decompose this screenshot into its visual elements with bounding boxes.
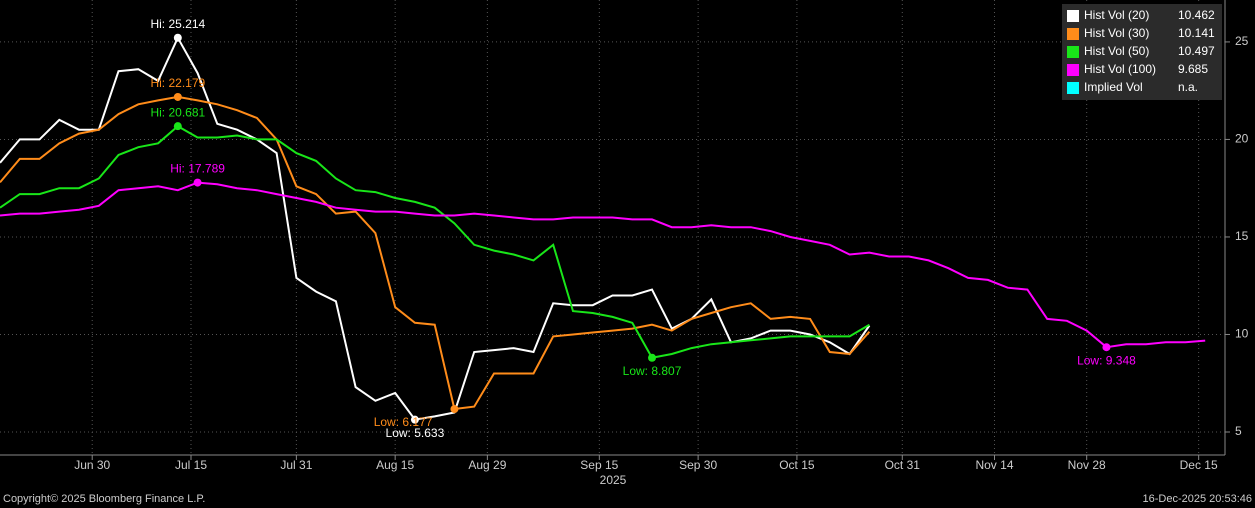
extreme-label: Low: 5.633 bbox=[386, 426, 445, 440]
legend-value: n.a. bbox=[1178, 80, 1198, 94]
x-tick-label: Oct 15 bbox=[779, 458, 815, 472]
legend-swatch bbox=[1067, 28, 1079, 40]
y-tick-label: 5 bbox=[1235, 424, 1242, 438]
x-tick-label: Sep 30 bbox=[679, 458, 717, 472]
legend-label: Hist Vol (50) bbox=[1084, 44, 1149, 58]
extreme-marker bbox=[450, 405, 459, 414]
grid bbox=[0, 0, 1225, 455]
extreme-marker bbox=[1102, 343, 1111, 352]
x-tick-label: Oct 31 bbox=[885, 458, 921, 472]
x-tick-label: Jun 30 bbox=[74, 458, 110, 472]
legend-box bbox=[1062, 4, 1222, 100]
legend-label: Hist Vol (20) bbox=[1084, 8, 1149, 22]
series-line bbox=[0, 35, 871, 421]
extreme-label: Low: 9.348 bbox=[1077, 353, 1136, 367]
extreme-marker bbox=[173, 33, 182, 42]
legend-value: 10.497 bbox=[1178, 44, 1215, 58]
series-line bbox=[0, 124, 870, 359]
x-tick-label: Sep 15 bbox=[580, 458, 618, 472]
x-tick-label: Nov 28 bbox=[1068, 458, 1106, 472]
series-line bbox=[0, 95, 871, 411]
legend-value: 10.141 bbox=[1178, 26, 1215, 40]
legend-swatch bbox=[1067, 82, 1079, 94]
extreme-label: Hi: 25.214 bbox=[150, 17, 205, 31]
x-tick-label: Aug 29 bbox=[468, 458, 506, 472]
footer-right: 16-Dec-2025 20:53:46 bbox=[1143, 493, 1252, 505]
y-tick-label: 10 bbox=[1235, 327, 1249, 341]
extreme-marker bbox=[648, 353, 657, 362]
extreme-label: Low: 6.177 bbox=[374, 415, 433, 429]
extreme-label: Hi: 17.789 bbox=[170, 162, 225, 176]
footer-left: Copyright© 2025 Bloomberg Finance L.P. bbox=[3, 493, 205, 505]
legend-swatch bbox=[1067, 64, 1079, 76]
extreme-label: Hi: 22.179 bbox=[150, 76, 205, 90]
legend-label: Hist Vol (30) bbox=[1084, 26, 1149, 40]
legend-swatch bbox=[1067, 46, 1079, 58]
extreme-marker bbox=[193, 178, 202, 187]
x-tick-label: Nov 14 bbox=[975, 458, 1013, 472]
legend: Hist Vol (20) 10.462 Hist Vol (30) 10.141 Hi… bbox=[1062, 4, 1222, 100]
legend-swatch bbox=[1067, 10, 1079, 22]
legend-label: Hist Vol (100) bbox=[1084, 62, 1156, 76]
extreme-marker bbox=[410, 415, 419, 424]
extreme-marker bbox=[173, 92, 182, 101]
x-tick-label: Dec 15 bbox=[1180, 458, 1218, 472]
y-tick-label: 15 bbox=[1235, 229, 1249, 243]
extreme-label: Low: 8.807 bbox=[623, 364, 682, 378]
x-tick-label: Jul 31 bbox=[280, 458, 312, 472]
x-tick-label: Aug 15 bbox=[376, 458, 414, 472]
legend-value: 10.462 bbox=[1178, 8, 1215, 22]
legend-label: Implied Vol bbox=[1084, 80, 1143, 94]
extreme-label: Hi: 20.681 bbox=[150, 105, 205, 119]
y-tick-label: 20 bbox=[1235, 132, 1249, 146]
legend-value: 9.685 bbox=[1178, 62, 1208, 76]
x-tick-label: Jul 15 bbox=[175, 458, 207, 472]
y-tick-label: 25 bbox=[1235, 34, 1249, 48]
extreme-marker bbox=[173, 122, 182, 131]
x-axis-label: 2025 bbox=[600, 473, 627, 487]
